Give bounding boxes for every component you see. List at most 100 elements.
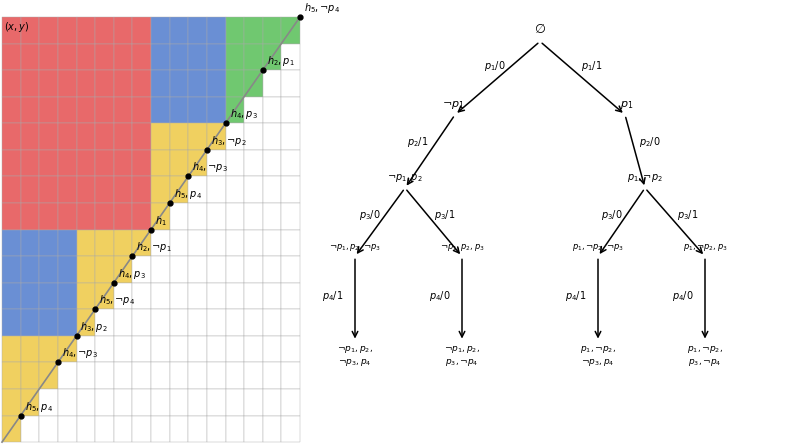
Bar: [95, 177, 114, 203]
Bar: [151, 97, 170, 123]
Bar: [207, 70, 226, 97]
Bar: [263, 70, 281, 97]
Bar: [2, 17, 20, 43]
Bar: [207, 123, 226, 150]
Bar: [226, 363, 244, 389]
Bar: [151, 309, 170, 336]
Bar: [263, 416, 281, 442]
Bar: [207, 177, 226, 203]
Bar: [189, 283, 207, 309]
Bar: [244, 203, 263, 230]
Bar: [244, 70, 263, 97]
Bar: [132, 309, 151, 336]
Bar: [244, 123, 263, 150]
Text: $p_1, \neg p_2$: $p_1, \neg p_2$: [627, 172, 663, 184]
Bar: [226, 203, 244, 230]
Text: $h_5,\neg p_4$: $h_5,\neg p_4$: [99, 293, 135, 307]
Bar: [281, 283, 300, 309]
Bar: [189, 17, 207, 43]
Text: $(x, y)$: $(x, y)$: [4, 20, 29, 34]
Bar: [2, 123, 20, 150]
Bar: [226, 177, 244, 203]
Bar: [76, 309, 95, 336]
Bar: [170, 70, 189, 97]
Bar: [20, 203, 39, 230]
Bar: [263, 203, 281, 230]
Text: $p_3/1$: $p_3/1$: [435, 208, 456, 222]
Bar: [20, 283, 39, 309]
Bar: [151, 43, 170, 70]
Bar: [170, 203, 189, 230]
Bar: [76, 336, 95, 363]
Bar: [189, 43, 207, 70]
Bar: [207, 230, 226, 256]
Bar: [151, 150, 170, 177]
Bar: [95, 230, 114, 256]
Bar: [151, 389, 170, 416]
Bar: [281, 230, 300, 256]
Bar: [244, 416, 263, 442]
Text: $\neg p_1$: $\neg p_1$: [442, 99, 465, 111]
Bar: [170, 177, 189, 203]
Bar: [207, 256, 226, 283]
Bar: [151, 336, 170, 363]
Bar: [281, 43, 300, 70]
Text: $p_1, \neg p_2,$: $p_1, \neg p_2,$: [580, 344, 616, 355]
Bar: [114, 17, 132, 43]
Bar: [95, 363, 114, 389]
Bar: [20, 256, 39, 283]
Bar: [151, 70, 170, 97]
Bar: [76, 389, 95, 416]
Bar: [281, 363, 300, 389]
Bar: [263, 43, 281, 70]
Text: $h_3,\neg p_2$: $h_3,\neg p_2$: [211, 134, 247, 148]
Bar: [263, 230, 281, 256]
Bar: [207, 309, 226, 336]
Bar: [207, 283, 226, 309]
Bar: [20, 123, 39, 150]
Bar: [58, 363, 76, 389]
Text: $p_1/1$: $p_1/1$: [582, 59, 603, 73]
Bar: [226, 70, 244, 97]
Bar: [95, 17, 114, 43]
Text: $h_3,p_2$: $h_3,p_2$: [80, 320, 108, 334]
Bar: [39, 123, 58, 150]
Bar: [20, 309, 39, 336]
Bar: [20, 389, 39, 416]
Text: $p_3, \neg p_4$: $p_3, \neg p_4$: [689, 357, 722, 368]
Bar: [114, 43, 132, 70]
Bar: [95, 389, 114, 416]
Bar: [189, 309, 207, 336]
Text: $\neg p_1, p_2,$: $\neg p_1, p_2,$: [337, 344, 373, 355]
Bar: [189, 203, 207, 230]
Bar: [2, 283, 20, 309]
Bar: [39, 203, 58, 230]
Bar: [170, 123, 189, 150]
Bar: [39, 363, 58, 389]
Bar: [281, 336, 300, 363]
Bar: [189, 123, 207, 150]
Bar: [114, 256, 132, 283]
Bar: [114, 336, 132, 363]
Text: $\neg p_3, p_4$: $\neg p_3, p_4$: [338, 357, 372, 368]
Bar: [58, 70, 76, 97]
Bar: [244, 230, 263, 256]
Bar: [2, 336, 20, 363]
Bar: [76, 70, 95, 97]
Bar: [2, 97, 20, 123]
Bar: [189, 256, 207, 283]
Bar: [244, 309, 263, 336]
Bar: [263, 97, 281, 123]
Bar: [76, 203, 95, 230]
Text: $\emptyset$: $\emptyset$: [534, 21, 546, 36]
Bar: [151, 230, 170, 256]
Bar: [263, 309, 281, 336]
Bar: [76, 43, 95, 70]
Text: $h_2,p_1$: $h_2,p_1$: [266, 54, 295, 68]
Bar: [132, 230, 151, 256]
Bar: [281, 70, 300, 97]
Bar: [281, 17, 300, 43]
Bar: [95, 309, 114, 336]
Bar: [170, 363, 189, 389]
Bar: [20, 363, 39, 389]
